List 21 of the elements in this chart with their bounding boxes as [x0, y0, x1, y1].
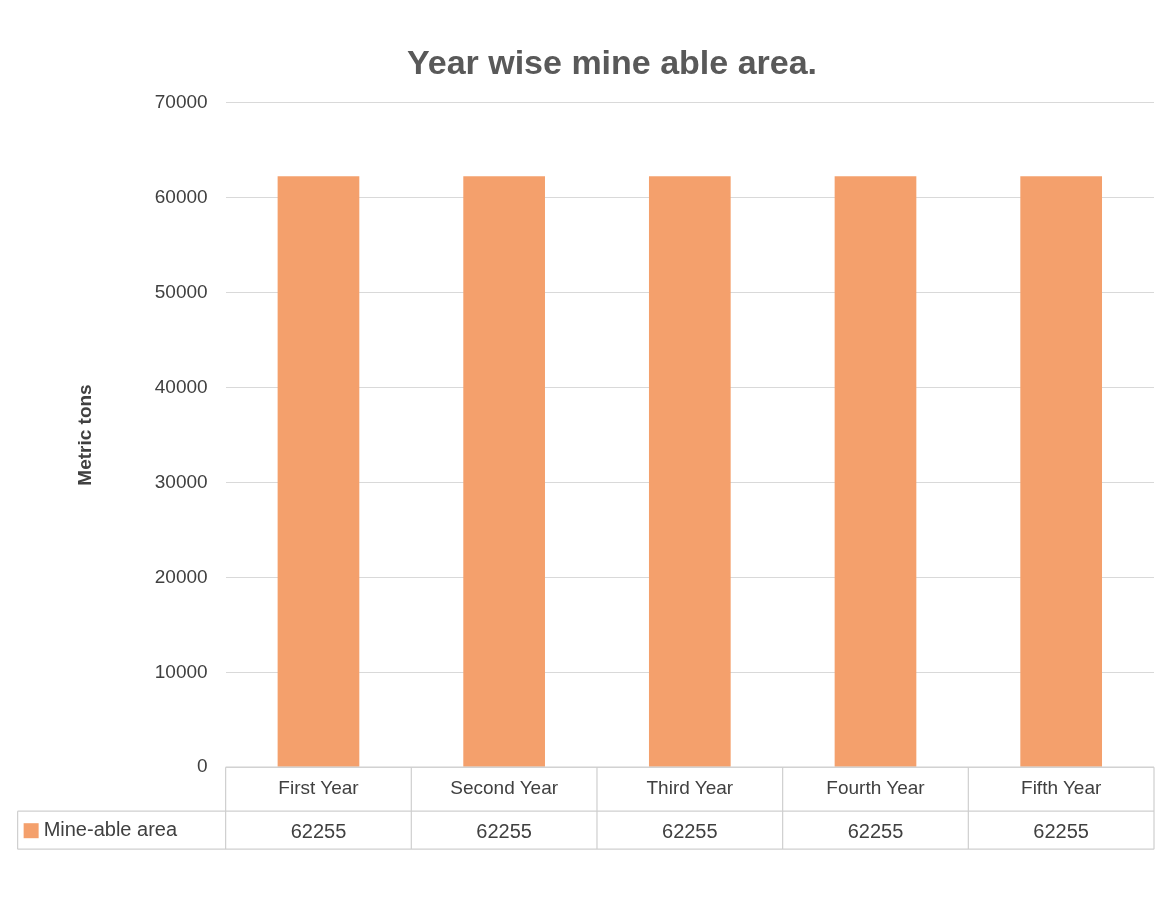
- x-tick-label: Third Year: [646, 776, 734, 798]
- y-tick-label: 70000: [154, 91, 208, 113]
- x-tick-label: Fourth Year: [826, 776, 926, 798]
- data-label: 62255: [847, 819, 904, 842]
- x-tick-label: Fifth Year: [1021, 776, 1102, 798]
- x-tick-label: First Year: [278, 776, 360, 798]
- y-tick-label: 50000: [154, 280, 208, 302]
- y-tick-label: 20000: [154, 565, 208, 587]
- data-label: 62255: [290, 819, 347, 842]
- data-label: 62255: [476, 819, 532, 842]
- y-tick-label: 60000: [154, 185, 208, 207]
- y-tick-label: 0: [197, 755, 208, 777]
- y-tick-label: 10000: [154, 660, 208, 682]
- data-label: 62255: [1033, 819, 1089, 842]
- x-tick-label: Second Year: [450, 776, 559, 798]
- legend-label: Mine-able area: [43, 817, 178, 840]
- y-tick-label: 30000: [154, 470, 208, 492]
- data-label: 62255: [662, 819, 718, 842]
- y-tick-label: 40000: [154, 375, 208, 397]
- y-axis-title: Metric tons: [73, 384, 95, 486]
- chart-title: Year wise mine able area.: [406, 42, 818, 81]
